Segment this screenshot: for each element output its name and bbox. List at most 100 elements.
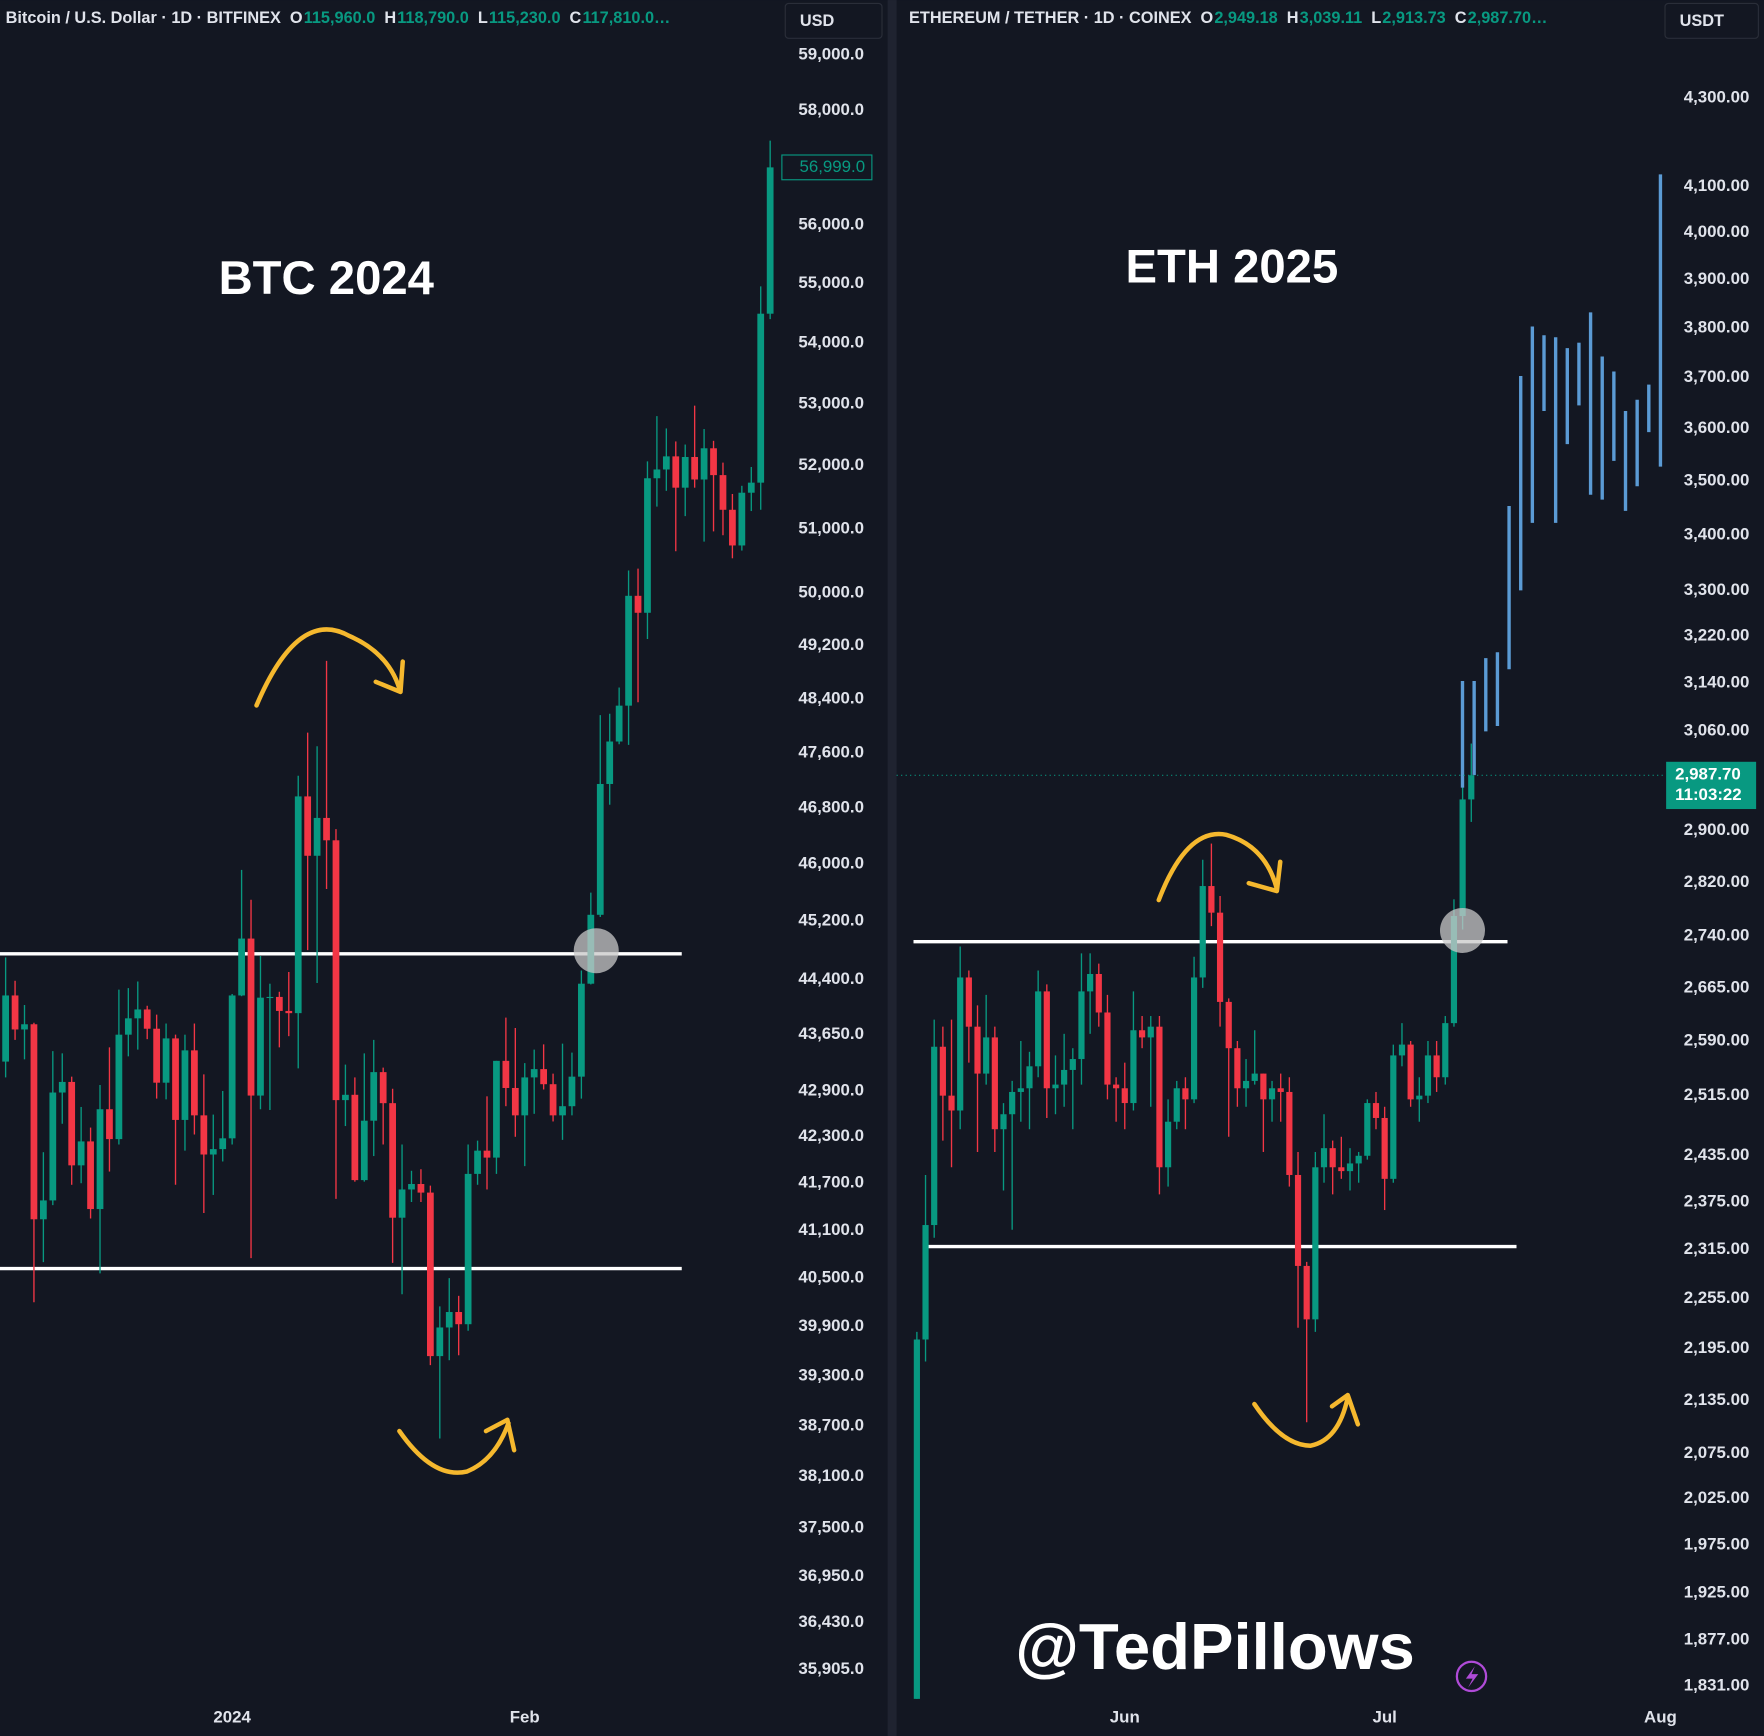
header-o: 115,960.0 (304, 10, 376, 28)
candle-body (1286, 1091, 1293, 1175)
candle-body (1268, 1088, 1276, 1100)
y-tick-label: 4,300.00 (1684, 87, 1750, 106)
header-c: 117,810.0… (582, 10, 670, 28)
y-tick-label: 3,700.00 (1684, 367, 1750, 386)
lightning-icon[interactable] (1455, 1660, 1488, 1693)
candle-body (106, 1109, 113, 1140)
header-o: 2,949.18 (1214, 10, 1277, 28)
y-tick-label: 4,100.00 (1684, 176, 1750, 195)
candle-body (1364, 1103, 1371, 1156)
candle-body (540, 1069, 548, 1085)
y-tick-label: 2,435.00 (1684, 1145, 1750, 1164)
breakout-marker (573, 928, 619, 974)
y-tick-label: 4,000.00 (1684, 222, 1750, 241)
candle-body (957, 977, 964, 1111)
candle-body (134, 1009, 142, 1019)
header-c: 2,987.70… (1468, 10, 1548, 28)
candle-body (417, 1184, 425, 1193)
plot-area (913, 743, 1517, 1699)
y-tick-label: 2,740.00 (1684, 926, 1750, 945)
candle-body (719, 475, 727, 510)
header-h_label: H (1287, 10, 1299, 28)
candle-body (681, 456, 689, 488)
candle-body (1277, 1088, 1284, 1092)
candle-body (974, 1026, 981, 1074)
y-tick-label: 54,000.0 (798, 333, 864, 352)
candle-body (266, 996, 274, 999)
y-tick-label: 2,900.00 (1684, 820, 1750, 839)
candle-body (1199, 886, 1206, 978)
y-tick-label: 59,000.0 (798, 45, 864, 64)
candle-body (1355, 1155, 1362, 1164)
candle-body (1294, 1174, 1302, 1266)
candle-body (49, 1092, 57, 1201)
y-tick-label: 49,200.0 (798, 635, 864, 654)
y-tick-label: 58,000.0 (798, 100, 864, 119)
candle-body (1372, 1103, 1380, 1118)
candle-body (965, 977, 972, 1027)
candle-body (455, 1312, 463, 1325)
candle-body (209, 1149, 217, 1155)
y-tick-label: 38,700.0 (798, 1415, 864, 1434)
candle-body (285, 1010, 293, 1014)
candle-body (153, 1028, 161, 1083)
candle-body (483, 1150, 491, 1158)
candle-body (1381, 1117, 1388, 1179)
y-tick-label: 2,135.00 (1684, 1390, 1750, 1409)
currency-button[interactable] (1664, 2, 1759, 39)
candle-body (219, 1138, 227, 1150)
header-symbol: ETHEREUM / TETHER · 1D · COINEX (909, 10, 1192, 28)
candle-body (1234, 1048, 1241, 1089)
y-tick-label: 42,900.0 (798, 1080, 864, 1099)
candle-body (1251, 1073, 1258, 1081)
y-tick-label: 2,075.00 (1684, 1443, 1750, 1462)
candle-body (464, 1173, 472, 1325)
y-tick-label: 38,100.0 (798, 1466, 864, 1485)
candle-body (1061, 1069, 1068, 1085)
y-tick-label: 2,590.00 (1684, 1030, 1750, 1049)
candle-body (1009, 1091, 1016, 1115)
candle-body (983, 1037, 990, 1074)
candle-body (939, 1046, 946, 1096)
currency-button[interactable] (784, 2, 883, 39)
y-tick-label: 35,905.0 (798, 1659, 864, 1678)
candle-body (1017, 1088, 1024, 1092)
candle-body (1078, 991, 1085, 1060)
chart-title: ETH 2025 (1126, 241, 1339, 294)
candle-body (238, 938, 245, 996)
candle-body (1147, 1026, 1154, 1038)
y-tick-label: 53,000.0 (798, 393, 864, 412)
last-price-label: 2,987.70 (1675, 765, 1741, 784)
candle-body (40, 1200, 47, 1220)
header-l: 115,230.0 (489, 10, 561, 28)
candle-body (747, 482, 755, 493)
candle-body (549, 1084, 557, 1116)
candle-body (1173, 1088, 1180, 1122)
arrow (397, 1417, 517, 1475)
y-tick-label: 3,300.00 (1684, 580, 1750, 599)
candle-body (1346, 1163, 1354, 1172)
header-c_label: C (1455, 10, 1467, 28)
chart-title: BTC 2024 (219, 252, 435, 305)
header-h_label: H (384, 10, 396, 28)
y-tick-label: 3,400.00 (1684, 524, 1750, 543)
y-tick-label: 3,800.00 (1684, 317, 1750, 336)
candle-body (275, 996, 283, 1011)
x-tick-label: 2024 (213, 1707, 251, 1726)
x-tick-label: Feb (510, 1707, 540, 1726)
candle-body (294, 796, 302, 1014)
candle-body (257, 997, 264, 1096)
plot-area (0, 140, 774, 1439)
candle-body (1320, 1148, 1328, 1168)
y-tick-label: 55,000.0 (798, 273, 864, 292)
y-tick-label: 39,900.0 (798, 1316, 864, 1335)
header-h: 118,790.0 (397, 10, 469, 28)
y-tick-label: 41,100.0 (798, 1220, 864, 1239)
candle-body (379, 1072, 387, 1104)
candle-body (1164, 1121, 1172, 1168)
y-tick-label: 46,800.0 (798, 798, 864, 817)
candle-body (21, 1024, 28, 1030)
y-tick-label: 2,195.00 (1684, 1338, 1750, 1357)
candle-body (568, 1076, 576, 1107)
